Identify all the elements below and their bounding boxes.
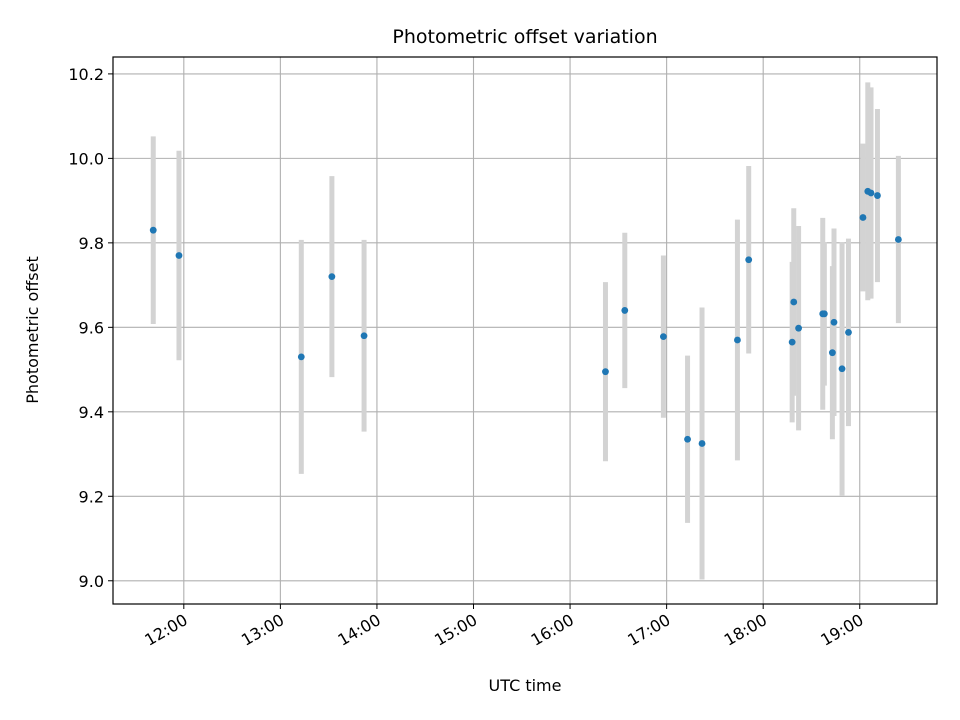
- plot-frame: [112, 56, 938, 605]
- data-point: [830, 318, 838, 326]
- y-tick-label: 9.6: [79, 318, 104, 337]
- data-point: [788, 338, 796, 346]
- data-point: [328, 273, 336, 281]
- y-axis: 9.0 9.2 9.4 9.6 9.8 10.0 10.2: [68, 65, 113, 591]
- data-point: [845, 329, 852, 336]
- data-point: [795, 324, 802, 332]
- data-point: [175, 252, 183, 259]
- data-point: [745, 256, 753, 264]
- y-tick-label: 9.4: [79, 403, 104, 422]
- data-points: [149, 187, 902, 447]
- data-point: [660, 333, 667, 341]
- data-point: [790, 298, 798, 306]
- data-point: [621, 307, 629, 314]
- y-axis-label: Photometric offset: [23, 256, 42, 404]
- y-tick-label: 10.2: [68, 65, 104, 84]
- data-point: [360, 332, 368, 340]
- data-point: [838, 365, 846, 373]
- chart-title: Photometric offset variation: [392, 26, 657, 48]
- data-point: [867, 189, 875, 197]
- y-tick-label: 9.8: [79, 234, 104, 253]
- y-tick-label: 9.0: [79, 572, 104, 591]
- data-point: [698, 440, 706, 447]
- data-point: [297, 353, 305, 361]
- data-point: [859, 214, 867, 221]
- y-tick-label: 9.2: [79, 487, 104, 506]
- data-point: [820, 310, 828, 318]
- data-point: [874, 192, 881, 199]
- data-point: [149, 226, 157, 234]
- data-point: [828, 349, 836, 357]
- data-point: [602, 368, 609, 376]
- data-point: [734, 336, 741, 344]
- data-point: [894, 236, 902, 243]
- y-tick-label: 10.0: [68, 149, 104, 168]
- x-axis-label: UTC time: [489, 676, 562, 695]
- data-point: [684, 435, 691, 443]
